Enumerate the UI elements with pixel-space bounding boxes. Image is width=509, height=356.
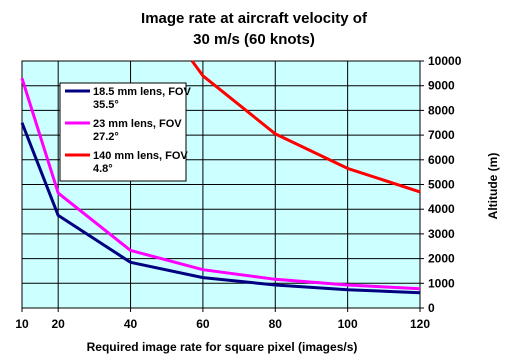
x-tick-label: 100 — [338, 317, 358, 331]
legend-box — [59, 82, 187, 182]
series-line-2 — [190, 60, 421, 194]
y-tick-label: 9000 — [428, 79, 455, 93]
legend-entry-line2: 27.2° — [93, 131, 119, 143]
y-tick-label: 3000 — [428, 227, 455, 241]
y-tick-label: 10000 — [428, 54, 462, 68]
y-tick-label: 6000 — [428, 153, 455, 167]
x-tick-label: 40 — [124, 317, 138, 331]
x-axis-label: Required image rate for square pixel (im… — [87, 340, 358, 354]
y-tick-label: 7000 — [428, 128, 455, 142]
y-tick-label: 2000 — [428, 252, 455, 266]
x-tick-label: 20 — [52, 317, 66, 331]
y-tick-label: 5000 — [428, 178, 455, 192]
y-tick-label: 4000 — [428, 202, 455, 216]
y-axis: 0 1000 2000 3000 4000 5000 6000 7000 8000 9000 100… — [420, 54, 462, 315]
x-axis: 10 20 40 60 80 100 120 — [15, 308, 430, 331]
y-tick-label: 0 — [428, 301, 435, 315]
chart-title-line2: 30 m/s (60 knots) — [193, 31, 315, 48]
chart-title-line1: Image rate at aircraft velocity of — [141, 10, 368, 27]
y-tick-label: 1000 — [428, 276, 455, 290]
series-line-1 — [20, 77, 421, 291]
legend-entry-line2: 4.8° — [93, 163, 113, 175]
legend-entry-line1: 23 mm lens, FOV — [93, 118, 182, 130]
x-tick-label: 60 — [196, 317, 210, 331]
legend-entry-line2: 35.5° — [93, 99, 119, 111]
series-line-0 — [20, 122, 421, 295]
series-lines — [20, 60, 421, 295]
legend-entry-line1: 140 mm lens, FOV — [93, 150, 188, 162]
x-tick-label: 10 — [15, 317, 29, 331]
legend-entry-line1: 18.5 mm lens, FOV — [93, 86, 191, 98]
x-tick-label: 80 — [269, 317, 283, 331]
y-axis-label: Altitude (m) — [486, 153, 500, 220]
y-tick-label: 8000 — [428, 103, 455, 117]
x-tick-label: 120 — [410, 317, 430, 331]
